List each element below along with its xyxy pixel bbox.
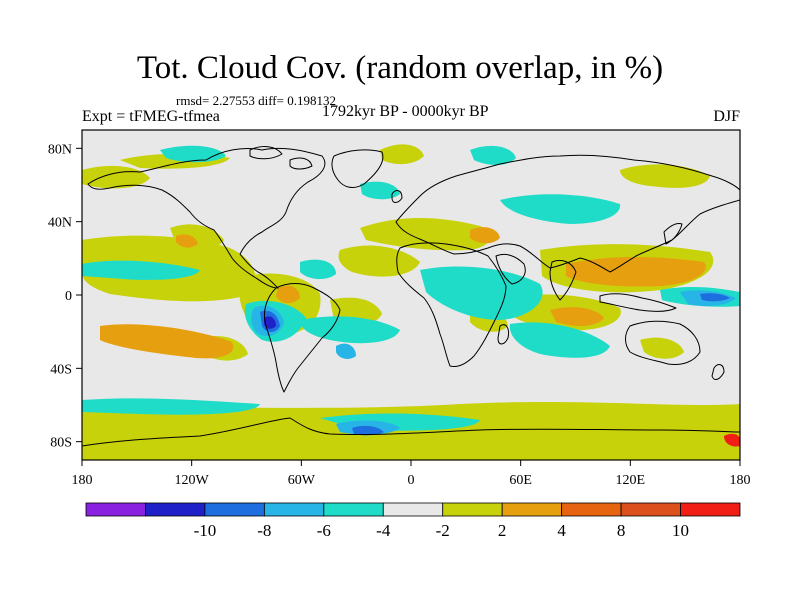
lon-tick-label: 60W bbox=[288, 473, 316, 488]
colorbar-swatch bbox=[561, 502, 622, 517]
coast-australia bbox=[625, 320, 701, 365]
coast-south-america bbox=[263, 283, 341, 393]
negative-anomaly-2-4 bbox=[82, 145, 740, 431]
lat-tick-label: 0 bbox=[65, 289, 72, 304]
positive-anomaly-10 bbox=[724, 433, 740, 447]
coast-antarctica bbox=[82, 417, 740, 447]
positive-anomaly-4-8 bbox=[100, 227, 706, 359]
colorbar-label: 4 bbox=[557, 521, 566, 540]
colorbar-swatch bbox=[442, 502, 503, 517]
coast-arabia bbox=[495, 253, 526, 285]
lon-tick-label: 120W bbox=[175, 473, 210, 488]
colorbar-label: 2 bbox=[498, 521, 507, 540]
lon-tick-label: 120E bbox=[616, 473, 646, 488]
colorbar-swatch bbox=[263, 502, 325, 517]
lat-tick-label: 40N bbox=[48, 216, 72, 231]
coast-north-america bbox=[87, 147, 326, 289]
stats-label: rmsd= 2.27553 diff= 0.198132 bbox=[176, 93, 336, 108]
chart-title: Tot. Cloud Cov. (random overlap, in %) bbox=[136, 50, 664, 86]
coastlines bbox=[82, 146, 740, 447]
colorbar-swatch bbox=[323, 502, 384, 517]
coast-africa bbox=[396, 242, 507, 367]
lat-tick-label: 80S bbox=[50, 436, 72, 451]
colorbar-swatch bbox=[620, 502, 681, 517]
coast-uk bbox=[391, 190, 403, 203]
colorbar-label: -2 bbox=[436, 521, 450, 540]
lon-tick-label: 180 bbox=[730, 473, 751, 488]
coast-indonesia bbox=[599, 293, 677, 312]
period-label: 1792kyr BP - 0000kyr BP bbox=[322, 103, 489, 120]
lat-tick-label: 80N bbox=[48, 142, 72, 157]
negative-anomaly-8-10 bbox=[264, 316, 276, 329]
season-label: DJF bbox=[713, 108, 740, 125]
lat-tick-label: 40S bbox=[50, 362, 72, 377]
lon-tick-label: 60E bbox=[509, 473, 532, 488]
colorbar-label: -4 bbox=[376, 521, 391, 540]
coast-new-zealand bbox=[711, 364, 725, 380]
colorbar-swatch bbox=[680, 502, 741, 517]
colorbar-label: -10 bbox=[194, 521, 217, 540]
coast-madagascar bbox=[497, 324, 509, 345]
colorbar-swatch bbox=[382, 502, 444, 517]
anomaly-fields bbox=[82, 144, 740, 460]
lon-tick-label: 0 bbox=[408, 473, 415, 488]
coast-japan bbox=[663, 223, 683, 245]
colorbar-swatch bbox=[145, 502, 206, 517]
coast-greenland bbox=[331, 149, 384, 188]
colorbar-swatch bbox=[85, 502, 146, 517]
latitude-axis: 80N 40N 0 40S 80S bbox=[48, 142, 82, 451]
lon-tick-label: 180 bbox=[72, 473, 93, 488]
colorbar-label: -8 bbox=[257, 521, 271, 540]
colorbar-swatch bbox=[204, 502, 265, 517]
colorbar-label: -6 bbox=[317, 521, 331, 540]
colorbar-swatch bbox=[501, 502, 563, 517]
coast-arctic-islands-2 bbox=[289, 157, 313, 170]
coast-arctic-islands bbox=[249, 146, 283, 160]
coast-india bbox=[549, 259, 577, 301]
colorbar: -10 -8 -6 -4 -2 2 4 8 10 bbox=[85, 502, 741, 540]
colorbar-label: 8 bbox=[617, 521, 626, 540]
experiment-label: Expt = tFMEG-tfmea bbox=[82, 108, 220, 125]
longitude-axis: 180 120W 60W 0 60E 120E 180 bbox=[72, 460, 751, 488]
colorbar-label: 10 bbox=[672, 521, 689, 540]
